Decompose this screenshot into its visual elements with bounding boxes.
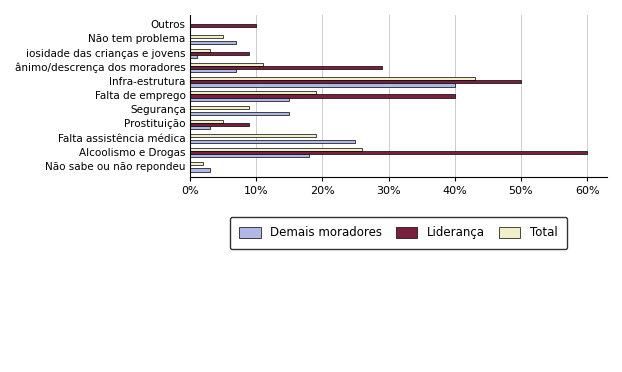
Bar: [190, 52, 249, 55]
Bar: [190, 35, 223, 38]
Bar: [190, 69, 236, 73]
Bar: [190, 120, 223, 123]
Bar: [190, 24, 256, 27]
Bar: [190, 63, 262, 66]
Bar: [190, 162, 203, 165]
Bar: [190, 112, 289, 115]
Bar: [190, 126, 210, 129]
Bar: [190, 94, 455, 97]
Bar: [190, 123, 249, 126]
Bar: [190, 66, 382, 69]
Bar: [190, 106, 249, 109]
Bar: [190, 80, 521, 83]
Bar: [190, 97, 289, 101]
Bar: [190, 49, 210, 52]
Bar: [190, 55, 197, 58]
Bar: [190, 77, 475, 80]
Bar: [190, 134, 316, 137]
Bar: [190, 83, 455, 87]
Bar: [190, 148, 362, 151]
Bar: [190, 41, 236, 44]
Legend: Demais moradores, Liderança, Total: Demais moradores, Liderança, Total: [230, 217, 567, 249]
Bar: [190, 151, 587, 154]
Bar: [190, 169, 210, 171]
Bar: [190, 92, 316, 94]
Bar: [190, 154, 309, 157]
Bar: [190, 140, 355, 143]
